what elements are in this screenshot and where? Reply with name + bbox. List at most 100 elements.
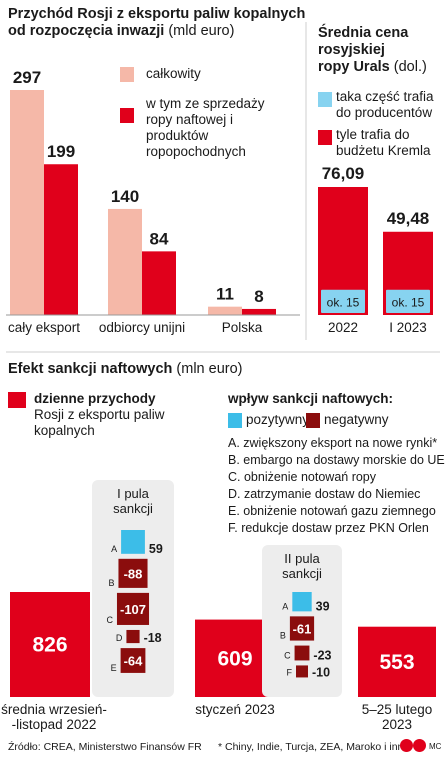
legend-daily-label-bold: dzienne przychody (34, 391, 156, 406)
sanction-pool-1-square-e (120, 648, 146, 673)
revenue-title-line1: Przychód Rosji z eksportu paliw kopalnyc… (8, 6, 306, 22)
sanction-pool-2-title-line-1: II pula (284, 551, 320, 566)
revenue-value-1-1: 297 (13, 68, 41, 87)
revenue-value-2-2: 84 (150, 229, 169, 248)
revenue-bar-3-2 (242, 308, 276, 315)
urals-producer-label-1: ok. 15 (327, 295, 360, 309)
urals-producer-label-2: ok. 15 (392, 295, 425, 309)
sanction-pool-1-value-c: -107 (120, 602, 146, 617)
urals-producer-share-2 (386, 289, 430, 313)
legend-negative-label: negatywny (324, 412, 389, 427)
sanction-pool-2-value-f: -10 (312, 665, 330, 679)
legend-total-label: całkowity (146, 66, 201, 81)
sanction-pool-2-letter-b: B (280, 631, 286, 641)
sanction-pool-2-letter-c: C (284, 650, 291, 660)
revenue-bar-3-1 (208, 306, 242, 315)
factor-f: F. redukcje dostaw przez PKN Orlen (228, 521, 429, 535)
urals-title-line3: ropy Urals (318, 59, 390, 75)
daily-category-3-line-1: 5–25 lutego (362, 702, 433, 717)
publisher-logo-circle-2 (413, 739, 426, 752)
footnote: * Chiny, Indie, Turcja, ZEA, Maroko i in… (218, 741, 406, 753)
sanction-pool-2-value-a: 39 (316, 599, 330, 613)
source-note: Źródło: CREA, Ministerstwo Finansów FR (8, 741, 202, 753)
legend-daily-swatch (8, 392, 26, 408)
urals-title: Średnia cena rosyjskiej ropy Urals (dol.… (318, 25, 427, 76)
sanction-pool-1-letter-b: B (108, 578, 114, 588)
sanction-pool-1-square-c (116, 592, 150, 625)
effect-unit: (mln euro) (176, 361, 243, 377)
sanction-pool-1-letter-e: E (111, 663, 117, 673)
sanction-pool-1-background (92, 480, 174, 697)
factor-a: A. zwiększony eksport na nowe rynki* (228, 436, 438, 450)
daily-revenue-value-2: 609 (217, 647, 252, 670)
sanction-pool-1-title-line-2: sankcji (113, 501, 153, 516)
revenue-value-3-1: 11 (216, 285, 234, 304)
daily-revenue-value-3: 553 (379, 651, 414, 674)
sanction-pool-2-square-a (292, 592, 312, 612)
urals-title-line2: rosyjskiej (318, 42, 385, 58)
revenue-bar-2-1 (108, 208, 142, 315)
urals-value-1: 76,09 (322, 164, 365, 183)
factor-c: C. obniżenie notowań ropy (228, 470, 377, 484)
revenue-title-line2: od rozpoczęcia inwazji (8, 23, 165, 39)
legend-daily-label-rest: Rosji z eksportu paliw kopalnych (34, 407, 165, 438)
legend-oil-swatch (120, 108, 134, 123)
revenue-value-2-1: 140 (111, 187, 139, 206)
daily-revenue-bar-2 (195, 619, 275, 697)
daily-category-2-line-1: styczeń 2023 (195, 702, 275, 717)
sanction-pool-1-square-d (126, 629, 140, 644)
revenue-category-1: cały eksport (8, 320, 80, 335)
urals-category-1: 2022 (328, 320, 358, 335)
legend-positive-swatch (228, 413, 242, 428)
sanction-pool-1-title-line-1: I pula (117, 486, 150, 501)
sanction-pool-2-value-b: -61 (293, 621, 312, 636)
legend-producer-swatch (318, 92, 332, 107)
daily-revenue-value-1: 826 (32, 634, 67, 657)
urals-category-2: I 2023 (389, 320, 427, 335)
daily-revenue-bar-1 (10, 592, 90, 697)
sanction-pool-1-value-a: 59 (149, 542, 163, 556)
legend-kremlin-label: tyle trafia do budżetu Kremla (336, 127, 431, 158)
publisher-logo-circle-1 (400, 739, 413, 752)
sanction-pool-2-letter-a: A (282, 601, 288, 611)
legend-oil-label: w tym ze sprzedaży ropy naftowej i produ… (146, 96, 265, 159)
sanction-pool-1-letter-c: C (106, 615, 113, 625)
legend-positive-label: pozytywny (246, 412, 310, 427)
revenue-value-3-2: 8 (254, 287, 263, 306)
effect-title-bold: Efekt sankcji naftowych (8, 361, 173, 377)
daily-category-3-line-2: 2023 (382, 717, 412, 732)
revenue-bar-1-2 (44, 164, 78, 315)
urals-title-line1: Średnia cena (318, 25, 409, 41)
urals-unit: (dol.) (393, 59, 427, 75)
sanction-pool-1-square-b (118, 558, 148, 588)
daily-revenue-bar-3 (358, 626, 436, 697)
sanction-pool-2-square-f (296, 665, 308, 678)
daily-category-1-line-2: -listopad 2022 (12, 717, 97, 732)
urals-value-2: 49,48 (387, 209, 430, 228)
sanction-pool-1-value-b: -88 (124, 566, 143, 581)
sanction-pool-1-square-a (121, 530, 145, 554)
sanction-pool-2-square-b (289, 616, 315, 641)
revenue-bar-2-2 (142, 251, 176, 315)
revenue-category-2: odbiorcy unijni (99, 320, 185, 335)
sanction-pool-2-value-c: -23 (313, 648, 331, 662)
revenue-unit: (mld euro) (168, 23, 235, 39)
credit: MC (429, 742, 442, 751)
urals-producer-share-1 (321, 289, 365, 313)
sanction-pool-2-title-line-2: sankcji (282, 566, 322, 581)
revenue-title: Przychód Rosji z eksportu paliw kopalnyc… (8, 6, 305, 40)
sanction-pool-2-letter-f: F (287, 667, 293, 677)
legend-total-swatch (120, 67, 134, 82)
sanction-pool-2-square-c (294, 645, 310, 661)
legend-producer-label: taka część trafia do producentów (336, 89, 434, 120)
sanction-pool-1-value-e: -64 (124, 654, 144, 669)
sanction-pool-1-letter-a: A (111, 544, 117, 554)
legend-negative-swatch (306, 413, 320, 428)
sanction-pool-1-letter-d: D (116, 633, 123, 643)
legend-kremlin-swatch (318, 130, 332, 145)
revenue-value-1-2: 199 (47, 142, 75, 161)
revenue-bar-1-1 (10, 90, 44, 315)
revenue-category-3: Polska (222, 320, 263, 335)
impact-title: wpływ sankcji naftowych: (228, 391, 394, 406)
